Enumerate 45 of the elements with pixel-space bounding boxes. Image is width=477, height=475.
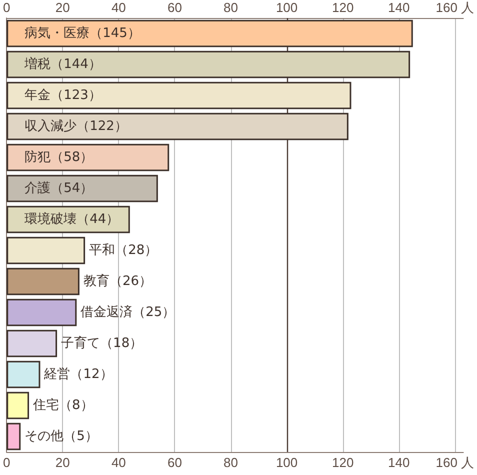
x-tick-label: 100	[276, 455, 298, 470]
data-label: 借金返済（25）	[80, 304, 176, 320]
data-label: 病気・医療（145）	[24, 26, 140, 41]
bar	[6, 20, 413, 48]
x2-tick-label: 20	[55, 0, 70, 15]
bar	[6, 392, 30, 420]
x2-tick-label: 0	[3, 0, 10, 15]
bar	[6, 268, 80, 296]
bar	[6, 360, 40, 388]
x2-tick-label: 80	[224, 0, 238, 15]
x-tick-label: 140	[388, 455, 410, 470]
x2-tick-label: 160 人	[436, 0, 474, 15]
data-label: 平和（28）	[89, 243, 158, 258]
data-label: 子育て（18）	[61, 335, 143, 351]
bar	[6, 236, 86, 264]
bar	[6, 144, 170, 172]
x-tick-label: 20	[55, 455, 70, 470]
bar	[6, 82, 352, 110]
data-label: 住宅（8）	[32, 397, 94, 413]
data-label: 年金（123）	[24, 88, 102, 103]
data-label: 介護（54）	[24, 181, 94, 196]
x-tick-label: 0	[3, 455, 10, 470]
data-label: 増税（144）	[24, 56, 102, 72]
x-tick-label: 60	[167, 455, 182, 470]
data-label: 経営（12）	[43, 367, 113, 382]
x2-tick-label: 40	[111, 0, 126, 15]
bar	[6, 174, 158, 202]
bar	[6, 50, 410, 78]
x2-tick-label: 60	[167, 0, 182, 15]
x2-tick-label: 140	[388, 0, 410, 15]
x-tick-label: 120	[332, 455, 354, 470]
data-label: 教育（26）	[83, 273, 152, 289]
x2-tick-label: 120	[332, 0, 354, 15]
x-tick-label: 160 人	[436, 455, 474, 470]
data-label: 防犯（58）	[24, 150, 94, 165]
x2-tick-label: 100	[276, 0, 298, 15]
data-label: 環境破壊（44）	[24, 211, 120, 227]
bar	[6, 330, 58, 358]
data-label: その他（5）	[24, 429, 98, 444]
bar	[6, 422, 21, 450]
bar	[6, 298, 77, 326]
data-label: 収入減少（122）	[24, 119, 128, 134]
x-tick-label: 80	[224, 455, 238, 470]
x-tick-label: 40	[111, 455, 126, 470]
bar	[6, 112, 348, 140]
